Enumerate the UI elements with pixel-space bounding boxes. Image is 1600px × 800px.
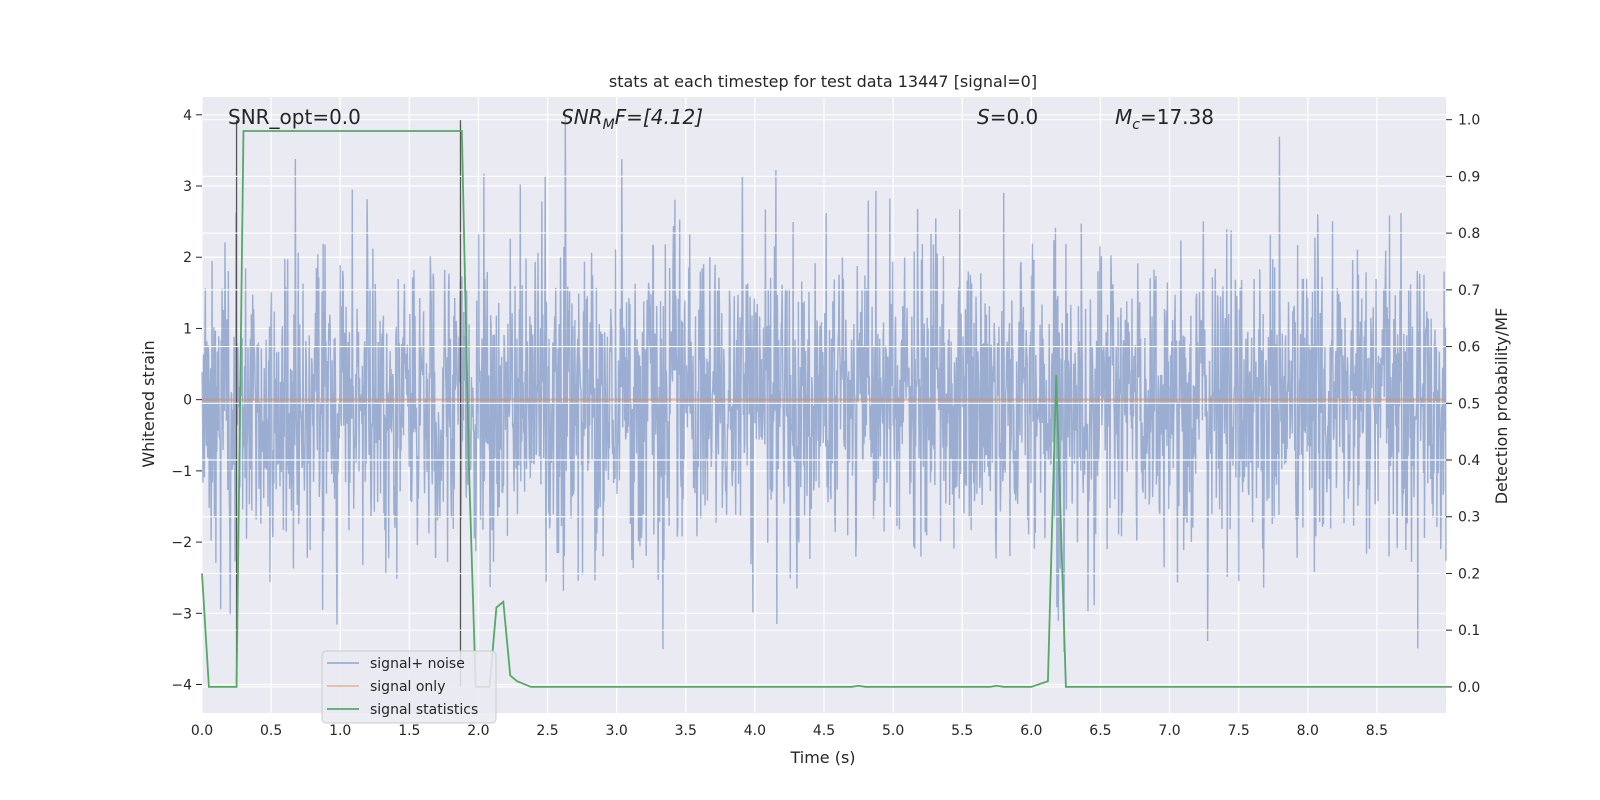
signal-noise-line xyxy=(201,114,1447,653)
x-tick-label: 8.5 xyxy=(1366,723,1388,739)
x-tick-label: 5.0 xyxy=(882,723,904,739)
x-tick-label: 1.0 xyxy=(329,723,351,739)
x-tick-label: 1.5 xyxy=(398,723,420,739)
right-y-tick-label: 0.7 xyxy=(1458,283,1480,299)
signal-statistics-series xyxy=(201,130,1446,688)
x-tick-label: 4.0 xyxy=(744,723,766,739)
legend-entry-stats: signal statistics xyxy=(370,702,478,718)
y-axis-label-left: Whitened strain xyxy=(139,340,158,467)
right-y-tick-label: 0.1 xyxy=(1458,623,1480,639)
right-y-tick-label: 0.9 xyxy=(1458,169,1480,185)
right-y-tick-label: 0.5 xyxy=(1458,396,1480,412)
left-y-tick-labels: 4 3 2 1 0 −1 −2 −3 −4 xyxy=(171,108,202,694)
annotation-snr-opt: SNR_opt=0.0 xyxy=(228,105,361,129)
x-axis-label: Time (s) xyxy=(789,748,855,767)
y-tick-label: −4 xyxy=(171,678,192,694)
legend-entry-noise: signal+ noise xyxy=(370,656,465,672)
right-y-tick-label: 0.0 xyxy=(1458,680,1480,696)
x-tick-label: 6.0 xyxy=(1020,723,1042,739)
y-tick-label: −2 xyxy=(171,535,192,551)
y-tick-label: 2 xyxy=(183,250,192,266)
annotation-mc-subscript: c xyxy=(1132,117,1140,133)
right-y-tick-labels: 1.0 0.9 0.8 0.7 0.6 0.5 0.4 0.3 0.2 0.1 0.0 xyxy=(1446,113,1480,696)
annotation-snr-mf-subscript: M xyxy=(603,117,615,133)
annotation-s-symbol: S xyxy=(977,105,990,129)
annotation-snr-mf-value: F=[4.12] xyxy=(615,105,703,129)
signal-noise-series xyxy=(201,114,1447,653)
x-tick-label: 8.0 xyxy=(1297,723,1319,739)
x-tick-label: 2.5 xyxy=(536,723,558,739)
x-tick-labels: 0.0 0.5 1.0 1.5 2.0 2.5 3.0 3.5 4.0 4.5 5.0 5.5 6.0 6… xyxy=(191,723,1388,739)
y-tick-label: 4 xyxy=(183,108,192,124)
right-y-tick-label: 0.6 xyxy=(1458,340,1480,356)
x-tick-label: 5.5 xyxy=(951,723,973,739)
x-tick-label: 0.5 xyxy=(260,723,282,739)
legend: signal+ noise signal only signal statist… xyxy=(321,650,497,724)
x-tick-label: 3.5 xyxy=(675,723,697,739)
x-tick-label: 6.5 xyxy=(1089,723,1111,739)
right-y-tick-label: 0.2 xyxy=(1458,566,1480,582)
right-y-tick-label: 0.8 xyxy=(1458,226,1480,242)
annotation-snr-mf: SNRMF=[4.12] xyxy=(561,105,703,133)
signal-statistics-line xyxy=(201,130,1446,688)
y-axis-label-right: Detection probability/MF xyxy=(1492,308,1511,505)
x-tick-label: 0.0 xyxy=(191,723,213,739)
annotation-s: S=0.0 xyxy=(977,105,1038,129)
x-tick-label: 7.5 xyxy=(1228,723,1250,739)
right-y-tick-label: 1.0 xyxy=(1458,113,1480,129)
y-tick-label: −3 xyxy=(171,606,192,622)
x-tick-label: 2.0 xyxy=(467,723,489,739)
x-tick-label: 4.5 xyxy=(813,723,835,739)
x-tick-label: 3.0 xyxy=(606,723,628,739)
right-y-tick-label: 0.3 xyxy=(1458,510,1480,526)
annotation-s-value: =0.0 xyxy=(990,105,1039,129)
legend-box xyxy=(321,650,497,724)
x-tick-label: 7.0 xyxy=(1158,723,1180,739)
chart-title: stats at each timestep for test data 134… xyxy=(609,72,1037,91)
annotation-mc-value: =17.38 xyxy=(1140,105,1214,129)
y-tick-label: −1 xyxy=(171,464,192,480)
annotation-snr-mf-symbol: SNR xyxy=(561,105,603,129)
y-tick-label: 3 xyxy=(183,179,192,195)
legend-entry-signal: signal only xyxy=(370,679,445,695)
annotation-mc: Mc=17.38 xyxy=(1115,105,1214,133)
y-tick-label: 1 xyxy=(183,321,192,337)
y-tick-label: 0 xyxy=(183,393,192,409)
annotation-mc-symbol: M xyxy=(1115,105,1132,129)
right-y-tick-label: 0.4 xyxy=(1458,453,1480,469)
